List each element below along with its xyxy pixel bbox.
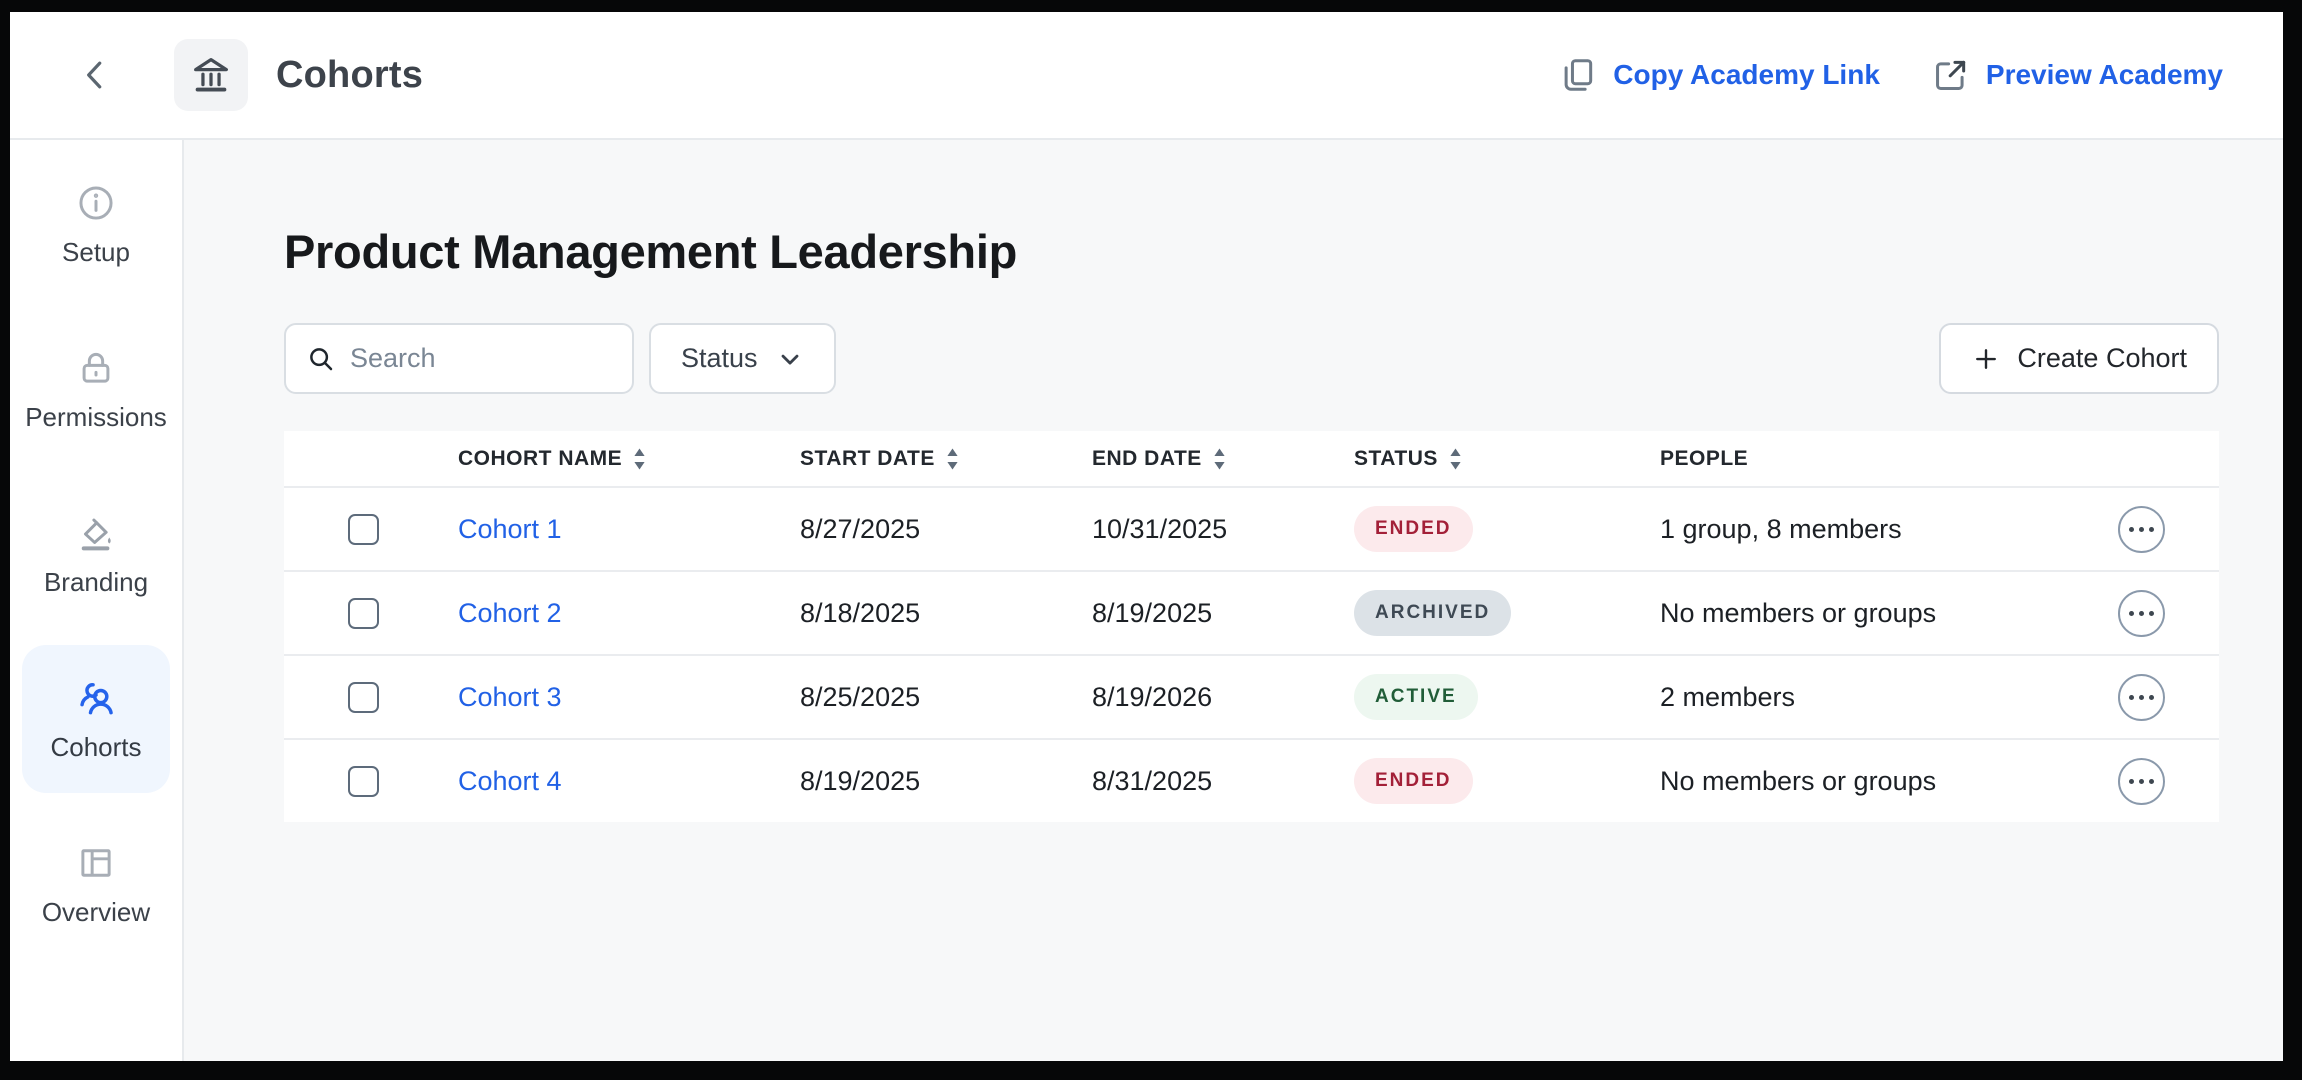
sidebar-item-label: Cohorts xyxy=(50,731,142,762)
start-date-cell: 8/18/2025 xyxy=(800,597,921,628)
create-cohort-button[interactable]: Create Cohort xyxy=(1939,323,2219,394)
toolbar: Status Create Cohort xyxy=(284,323,2219,394)
row-checkbox[interactable] xyxy=(347,597,379,629)
row-checkbox[interactable] xyxy=(347,681,379,713)
page-title: Cohorts xyxy=(276,53,424,96)
end-date-cell: 8/19/2026 xyxy=(1092,681,1213,712)
table-row: Cohort 2 8/18/2025 8/19/2025 ARCHIVED No… xyxy=(284,570,2219,654)
lock-icon xyxy=(75,346,117,390)
layout-icon xyxy=(75,841,117,885)
people-cell: No members or groups xyxy=(1660,597,1937,628)
ellipsis-icon xyxy=(2129,610,2134,616)
status-badge: ENDED xyxy=(1354,758,1473,804)
sort-icon xyxy=(632,446,647,472)
column-label: END DATE xyxy=(1092,446,1202,470)
ellipsis-icon xyxy=(2129,778,2134,784)
sidebar-item-label: Setup xyxy=(62,236,130,267)
column-header-people: PEOPLE xyxy=(1644,447,2064,471)
header-actions: Copy Academy Link Preview Academy xyxy=(1559,56,2223,94)
column-label: START DATE xyxy=(800,446,935,470)
status-badge: ENDED xyxy=(1354,506,1473,552)
sort-icon xyxy=(945,446,960,472)
start-date-cell: 8/19/2025 xyxy=(800,765,921,796)
ellipsis-icon xyxy=(2129,526,2134,532)
column-label: PEOPLE xyxy=(1660,446,1749,470)
column-header-cohort-name[interactable]: COHORT NAME xyxy=(442,446,784,472)
row-checkbox[interactable] xyxy=(347,765,379,797)
create-cohort-label: Create Cohort xyxy=(2017,343,2187,373)
column-header-end-date[interactable]: END DATE xyxy=(1076,446,1338,472)
column-label: STATUS xyxy=(1354,446,1438,470)
preview-academy-label: Preview Academy xyxy=(1985,59,2223,90)
status-badge: ARCHIVED xyxy=(1354,590,1512,636)
status-filter-label: Status xyxy=(681,343,758,373)
start-date-cell: 8/27/2025 xyxy=(800,513,921,544)
row-actions-menu-button[interactable] xyxy=(2118,505,2165,553)
end-date-cell: 8/19/2025 xyxy=(1092,597,1213,628)
row-checkbox[interactable] xyxy=(347,513,379,545)
sidebar-item-permissions[interactable]: Permissions xyxy=(22,315,170,463)
chevron-left-icon xyxy=(76,56,114,94)
status-badge: ACTIVE xyxy=(1354,674,1478,720)
column-label: COHORT NAME xyxy=(458,446,623,470)
cohort-name-link[interactable]: Cohort 4 xyxy=(458,765,562,796)
row-actions-menu-button[interactable] xyxy=(2118,589,2165,637)
end-date-cell: 10/31/2025 xyxy=(1092,513,1228,544)
sidebar-item-branding[interactable]: Branding xyxy=(22,480,170,628)
academy-bank-icon xyxy=(188,52,234,98)
academy-tile xyxy=(174,39,248,111)
table-row: Cohort 1 8/27/2025 10/31/2025 ENDED 1 gr… xyxy=(284,486,2219,570)
search-icon xyxy=(306,344,336,374)
cohort-name-link[interactable]: Cohort 3 xyxy=(458,681,562,712)
copy-icon xyxy=(1559,56,1597,94)
app-body: Setup Permissions xyxy=(10,140,2283,1061)
copy-academy-link-label: Copy Academy Link xyxy=(1613,59,1880,90)
status-filter-dropdown[interactable]: Status xyxy=(649,323,836,394)
table-row: Cohort 3 8/25/2025 8/19/2026 ACTIVE 2 me… xyxy=(284,654,2219,738)
main-content: Product Management Leadership Status xyxy=(184,140,2283,1061)
paint-icon xyxy=(75,511,117,555)
people-cell: 1 group, 8 members xyxy=(1660,513,1902,544)
sidebar-item-overview[interactable]: Overview xyxy=(22,810,170,958)
top-header: Cohorts Copy Academy Link xyxy=(10,12,2283,140)
back-button[interactable] xyxy=(72,52,118,98)
sidebar-item-setup[interactable]: Setup xyxy=(22,150,170,298)
table-row: Cohort 4 8/19/2025 8/31/2025 ENDED No me… xyxy=(284,738,2219,822)
cohorts-table: COHORT NAME START DATE END DATE xyxy=(284,431,2219,822)
start-date-cell: 8/25/2025 xyxy=(800,681,921,712)
preview-academy-button[interactable]: Preview Academy xyxy=(1932,56,2223,94)
sidebar-item-label: Permissions xyxy=(25,401,167,432)
sidebar-item-cohorts[interactable]: Cohorts xyxy=(22,645,170,793)
academy-title: Product Management Leadership xyxy=(284,225,1017,278)
copy-academy-link-button[interactable]: Copy Academy Link xyxy=(1559,56,1880,94)
row-actions-menu-button[interactable] xyxy=(2118,757,2165,805)
search-box xyxy=(284,323,704,394)
app-window: Cohorts Copy Academy Link xyxy=(10,12,2283,1061)
sidebar-item-label: Branding xyxy=(43,566,149,597)
sidebar-item-label: Overview xyxy=(41,896,151,927)
plus-icon xyxy=(1971,344,2001,374)
table-header-row: COHORT NAME START DATE END DATE xyxy=(284,431,2219,486)
cohort-name-link[interactable]: Cohort 1 xyxy=(458,513,562,544)
external-link-icon xyxy=(1932,56,1970,94)
search-input[interactable] xyxy=(350,343,704,374)
users-icon xyxy=(74,676,118,720)
end-date-cell: 8/31/2025 xyxy=(1092,765,1213,796)
sort-icon xyxy=(1212,446,1227,472)
cohort-name-link[interactable]: Cohort 2 xyxy=(458,597,562,628)
row-actions-menu-button[interactable] xyxy=(2118,673,2165,721)
people-cell: No members or groups xyxy=(1660,765,1937,796)
column-header-status[interactable]: STATUS xyxy=(1338,446,1644,472)
column-header-start-date[interactable]: START DATE xyxy=(784,446,1076,472)
sort-icon xyxy=(1448,446,1463,472)
sidebar: Setup Permissions xyxy=(10,140,184,1061)
ellipsis-icon xyxy=(2129,694,2134,700)
people-cell: 2 members xyxy=(1660,681,1796,712)
chevron-down-icon xyxy=(776,345,804,373)
info-icon xyxy=(75,181,117,225)
